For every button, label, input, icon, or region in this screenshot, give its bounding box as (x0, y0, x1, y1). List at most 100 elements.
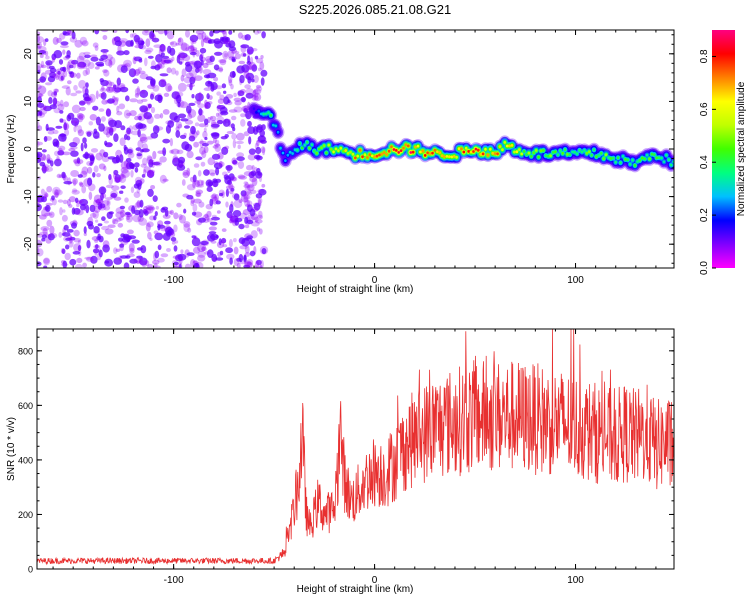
heatmap-ridge-cell (428, 152, 432, 156)
heatmap-ridge-cell (423, 154, 427, 157)
heatmap-noise-cell (190, 38, 194, 46)
heatmap-noise-cell (96, 173, 101, 178)
heatmap-ridge-cell (431, 151, 434, 155)
heatmap-ridge-cell (628, 162, 632, 166)
heatmap-noise-cell (249, 239, 255, 246)
heatmap-noise-cell (251, 177, 258, 187)
heatmap-noise-cell (136, 260, 140, 265)
heatmap-noise-cell (109, 127, 114, 136)
heatmap-noise-cell (147, 169, 152, 175)
heatmap-noise-cell (68, 148, 76, 152)
heatmap-noise-cell (151, 161, 161, 166)
heatmap-ridge-cell (568, 153, 572, 156)
heatmap-noise-cell (200, 38, 205, 48)
heatmap-noise-cell (145, 136, 154, 140)
heatmap-noise-cell (246, 259, 254, 266)
heatmap-noise-cell (240, 119, 246, 127)
heatmap-noise-cell (95, 61, 105, 66)
heatmap-noise-cell (257, 135, 266, 143)
heatmap-ridge-cell (358, 148, 362, 152)
heatmap-noise-cell (136, 247, 143, 251)
heatmap-noise-cell (258, 188, 267, 196)
heatmap-noise-cell (247, 49, 253, 54)
heatmap-noise-cell (256, 30, 262, 34)
heatmap-ridge-cell (300, 146, 304, 150)
heatmap-noise-cell (53, 91, 57, 96)
heatmap-noise-cell (137, 139, 144, 149)
heatmap-noise-cell (204, 136, 208, 141)
heatmap-noise-cell (160, 59, 170, 65)
heatmap-noise-cell (258, 199, 262, 206)
heatmap-noise-cell (145, 76, 153, 81)
heatmap-noise-cell (197, 250, 206, 258)
heatmap-noise-cell (134, 115, 140, 121)
heatmap-noise-cell (233, 106, 243, 113)
heatmap-ridge-cell (450, 155, 454, 159)
heatmap-noise-cell (43, 258, 50, 264)
heatmap-noise-cell (207, 140, 214, 145)
x-tick-label: -100 (164, 575, 184, 586)
heatmap-noise-cell (57, 103, 65, 111)
heatmap-noise-cell (141, 30, 151, 36)
heatmap-noise-cell (95, 244, 99, 249)
heatmap-noise-cell (239, 245, 248, 250)
heatmap-noise-cell (180, 74, 185, 82)
heatmap-noise-cell (108, 86, 114, 92)
heatmap-noise-cell (152, 125, 160, 134)
heatmap-ridge-cell (484, 147, 487, 151)
heatmap-noise-cell (98, 235, 104, 243)
heatmap-noise-cell (210, 240, 217, 244)
heatmap-noise-cell (110, 192, 118, 198)
heatmap-noise-cell (234, 53, 241, 60)
heatmap-noise-cell (139, 89, 149, 98)
heatmap-noise-cell (213, 38, 221, 45)
heatmap-noise-cell (111, 185, 120, 191)
heatmap-noise-cell (222, 171, 228, 177)
heatmap-noise-cell (230, 188, 235, 192)
heatmap-ridge-cell (479, 153, 483, 156)
heatmap-ridge-cell (616, 156, 620, 160)
heatmap-noise-cell (154, 64, 161, 71)
heatmap-noise-cell (127, 151, 135, 159)
heatmap-noise-cell (103, 220, 109, 224)
heatmap-noise-cell (223, 90, 227, 95)
heatmap-ridge-cell (653, 153, 656, 157)
heatmap-noise-cell (243, 195, 251, 200)
heatmap-noise-cell (239, 74, 245, 84)
heatmap-noise-cell (146, 155, 153, 162)
heatmap-noise-cell (180, 118, 189, 122)
heatmap-noise-cell (86, 239, 91, 249)
heatmap-ridge-cell (667, 158, 671, 162)
heatmap-noise-cell (141, 40, 145, 46)
heatmap-noise-cell (237, 174, 246, 179)
heatmap-noise-cell (211, 196, 219, 205)
heatmap-noise-cell (108, 174, 112, 181)
heatmap-noise-cell (229, 189, 234, 195)
heatmap-noise-cell (244, 252, 250, 257)
heatmap-noise-cell (76, 61, 86, 70)
heatmap-noise-cell (141, 174, 146, 178)
heatmap-noise-cell (204, 118, 209, 126)
heatmap-noise-cell (119, 210, 126, 218)
heatmap-noise-cell (142, 209, 148, 214)
heatmap-noise-cell (159, 156, 167, 163)
heatmap-noise-cell (163, 59, 172, 64)
heatmap-noise-cell (177, 82, 187, 92)
heatmap-ridge-cell (626, 158, 630, 162)
heatmap-noise-cell (100, 49, 109, 53)
heatmap-noise-cell (143, 166, 151, 173)
heatmap-noise-cell (183, 208, 187, 214)
heatmap-noise-cell (197, 114, 206, 122)
heatmap-ridge-cell (669, 163, 673, 167)
colorbar-ticks: 0.0 0.2 0.4 0.6 0.8 (699, 49, 716, 275)
heatmap-ridge-cell (325, 151, 328, 155)
heatmap-noise-cell (228, 79, 233, 86)
heatmap-noise-cell (154, 211, 158, 217)
heatmap-noise-cell (136, 255, 143, 259)
heatmap-noise-cell (139, 199, 144, 208)
snr-panel: -100 0 100 0 200 400 600 800 Height of straigh… (6, 328, 675, 595)
heatmap-noise-cell (153, 160, 163, 167)
heatmap-noise-cell (224, 145, 230, 150)
heatmap-ridge-cell (404, 143, 408, 147)
heatmap-noise-cell (65, 237, 72, 241)
